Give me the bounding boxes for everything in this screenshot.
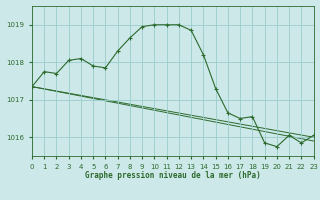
X-axis label: Graphe pression niveau de la mer (hPa): Graphe pression niveau de la mer (hPa) — [85, 171, 261, 180]
